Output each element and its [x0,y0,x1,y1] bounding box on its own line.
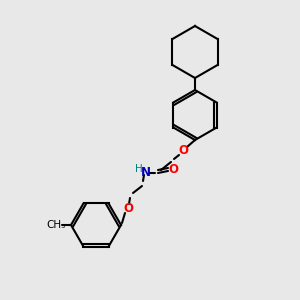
Text: O: O [178,145,188,158]
Text: O: O [168,163,178,176]
Text: H: H [135,164,143,174]
Text: N: N [141,166,151,178]
Text: CH₃: CH₃ [46,220,66,230]
Text: O: O [123,202,133,215]
